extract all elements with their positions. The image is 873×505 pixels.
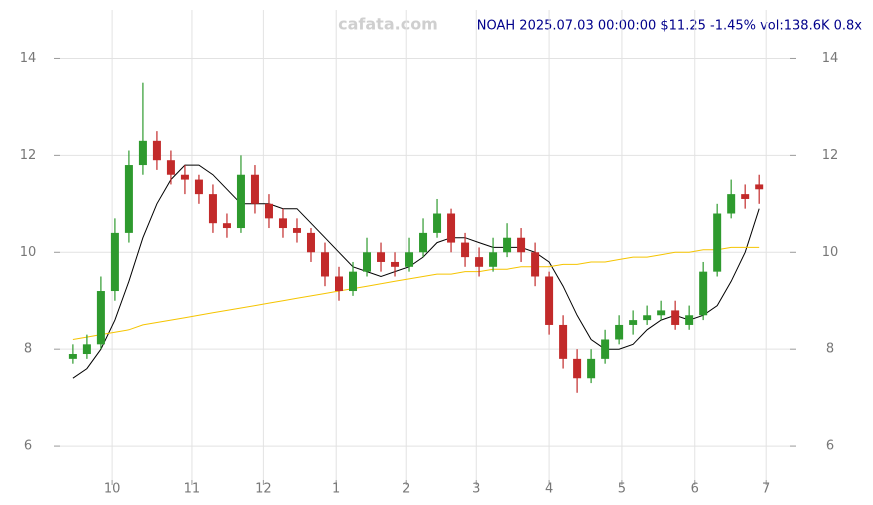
y-tick-label: 6 — [24, 439, 32, 454]
line-series — [72, 164, 760, 379]
candle-body — [236, 174, 245, 229]
candle-body — [657, 310, 666, 316]
x-tick-label: 10 — [104, 482, 121, 497]
candle-body — [755, 184, 764, 190]
candle-body — [208, 194, 217, 224]
x-tick-label: 2 — [402, 482, 410, 497]
candle-body — [615, 324, 624, 340]
candle-body — [306, 232, 315, 253]
candle-body — [475, 257, 484, 267]
candle-body — [671, 310, 680, 325]
x-tick-label: 1 — [332, 482, 340, 497]
candle-body — [587, 358, 596, 379]
x-tick-label: 6 — [691, 482, 699, 497]
candle-body — [96, 291, 105, 345]
x-tick-label: 11 — [184, 482, 201, 497]
candle-body — [545, 276, 554, 325]
candle-body — [699, 271, 708, 316]
candle-body — [433, 213, 442, 233]
candle-body — [363, 252, 372, 272]
candle-body — [601, 339, 610, 359]
candle-body — [110, 232, 119, 292]
candle-body — [82, 344, 91, 355]
candle-body — [349, 271, 358, 292]
y-tick-label: 8 — [24, 342, 32, 357]
watermark: cafata.com — [338, 15, 438, 34]
candle-body — [264, 203, 273, 219]
candle-body — [405, 252, 414, 267]
line-series — [72, 246, 760, 340]
y-tick-label: 12 — [822, 148, 839, 163]
candle-body — [278, 218, 287, 229]
candle-body — [447, 213, 456, 243]
y-tick-label: 14 — [822, 51, 839, 66]
x-tick-label: 5 — [618, 482, 626, 497]
candle-body — [292, 228, 301, 233]
candle-body — [250, 174, 259, 204]
candle-body — [559, 324, 568, 359]
y-tick-label: 14 — [20, 51, 37, 66]
candle-body — [222, 223, 231, 229]
x-tick-label: 7 — [762, 482, 770, 497]
candle-body — [643, 315, 652, 321]
y-tick-label: 8 — [826, 342, 834, 357]
x-tick-label: 4 — [545, 482, 553, 497]
candle-body — [68, 354, 77, 359]
candle-body — [461, 242, 470, 258]
candle-body — [727, 194, 736, 214]
candle-body — [124, 165, 133, 233]
candle-body — [713, 213, 722, 272]
y-tick-label: 10 — [20, 245, 37, 260]
candle-body — [685, 315, 694, 325]
candle-body — [531, 252, 540, 277]
candle-body — [503, 237, 512, 253]
candle-body — [741, 194, 750, 199]
candle-body — [335, 276, 344, 292]
candle-body — [138, 140, 147, 166]
candle-body — [517, 237, 526, 253]
candle-body — [629, 320, 638, 325]
x-tick-label: 12 — [255, 482, 272, 497]
candle-body — [320, 252, 329, 277]
candle-body — [391, 261, 400, 267]
chart-title: NOAH 2025.07.03 00:00:00 $11.25 -1.45% v… — [477, 19, 863, 34]
candle-body — [180, 174, 189, 180]
x-tick-label: 3 — [472, 482, 480, 497]
candle-body — [573, 358, 582, 379]
y-tick-label: 6 — [826, 439, 834, 454]
y-tick-label: 10 — [822, 245, 839, 260]
candle-body — [152, 140, 161, 161]
candle-body — [377, 252, 386, 262]
y-tick-label: 12 — [20, 148, 37, 163]
candle-body — [419, 232, 428, 253]
candle-body — [194, 179, 203, 195]
candle-body — [489, 252, 498, 267]
candle-body — [166, 160, 175, 175]
